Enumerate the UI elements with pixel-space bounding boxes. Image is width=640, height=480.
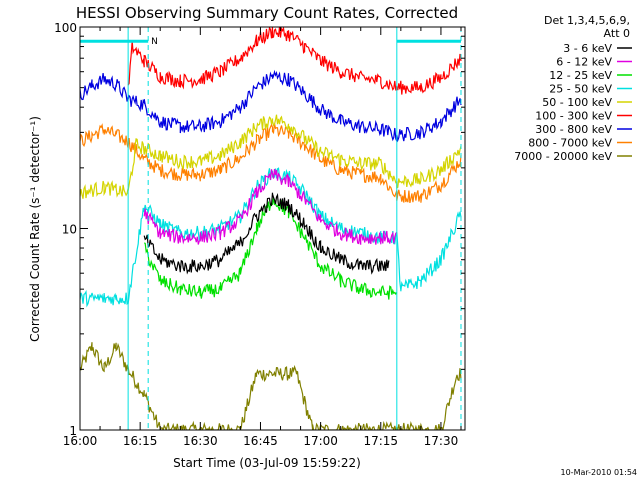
date-stamp: 10-Mar-2010 01:54 [561,468,638,477]
series-line-0 [143,192,390,275]
legend-header-line1: Det 1,3,4,5,6,9, [544,14,630,27]
y-axis-title: Corrected Count Rate (s⁻¹ detector⁻¹) [28,116,42,342]
x-tick-label: 17:30 [424,434,459,448]
legend-header-line2: Att 0 [604,27,630,40]
x-tick-label: 16:15 [123,434,158,448]
x-tick-label: 16:30 [183,434,218,448]
x-tick-label: 16:00 [63,434,98,448]
x-tick-label: 16:45 [243,434,278,448]
y-tick-label: 100 [54,21,77,35]
series-line-1 [143,168,398,245]
legend-label-5: 100 - 300 keV [535,110,612,123]
y-tick-label: 10 [62,223,77,237]
legend-label-4: 50 - 100 keV [542,96,612,109]
legend-label-7: 800 - 7000 keV [528,137,612,150]
series-line-5 [127,27,462,95]
x-tick-label: 17:15 [363,434,398,448]
legend-label-3: 25 - 50 keV [549,83,612,96]
legend-label-1: 6 - 12 keV [556,56,612,69]
flag-label-0: N [151,37,158,47]
legend-label-8: 7000 - 20000 keV [514,150,612,163]
x-tick-label: 17:00 [303,434,338,448]
axes: 16:00 16:15 16:30 16:45 17:00 17:15 17:30 1 10 10… [54,21,466,448]
legend-label-6: 300 - 800 keV [535,123,612,136]
legend-label-2: 12 - 25 keV [549,69,612,82]
x-axis-title: Start Time (03-Jul-09 15:59:22) [173,456,361,470]
y-tick-label: 1 [69,424,77,438]
chart-title: HESSI Observing Summary Count Rates, Cor… [76,4,458,22]
legend-label-0: 3 - 6 keV [563,42,612,55]
